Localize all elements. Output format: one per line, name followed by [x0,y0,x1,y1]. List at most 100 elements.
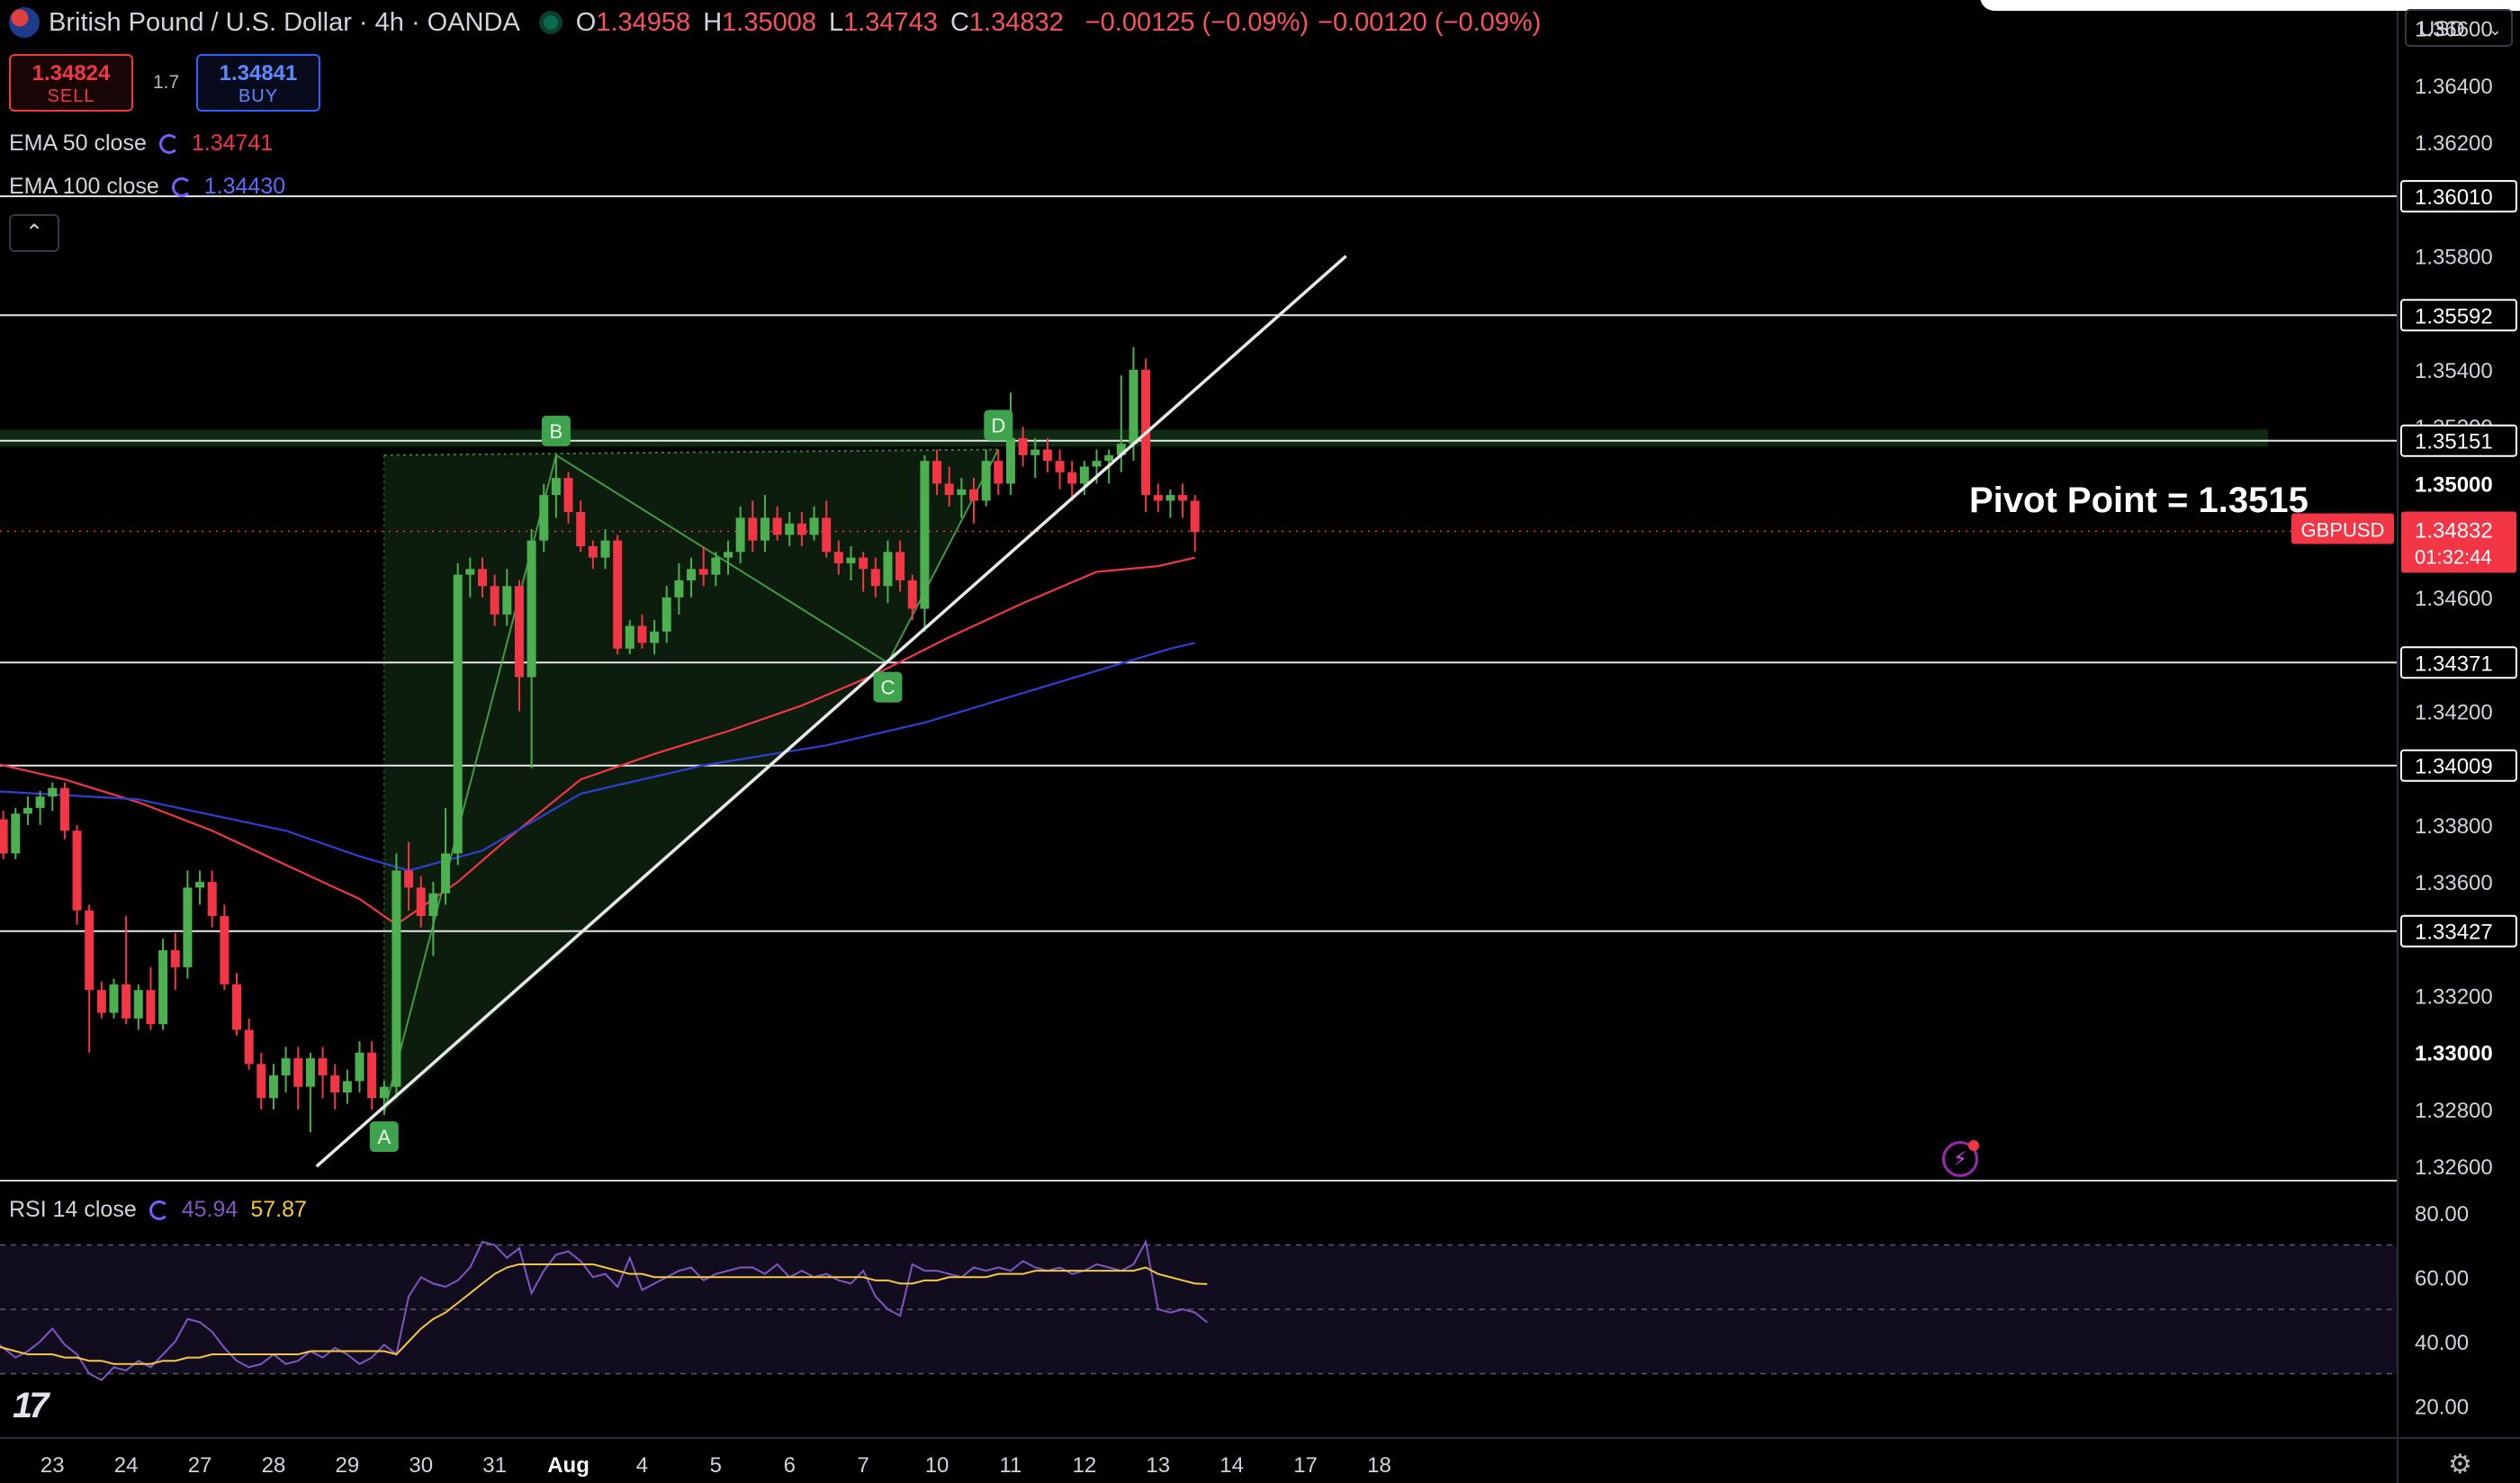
candle-body[interactable] [1030,449,1040,455]
pattern-legs[interactable] [382,449,1000,1113]
candle-body[interactable] [109,984,119,1013]
pattern-point-c-marker[interactable] [873,671,903,703]
level-price-tag[interactable] [2400,180,2517,213]
candle-body[interactable] [428,893,438,916]
candle-body[interactable] [883,552,893,587]
candle-body[interactable] [551,478,561,496]
candle-body[interactable] [22,807,32,814]
candle-body[interactable] [404,870,414,888]
candle-body[interactable] [96,990,106,1013]
alert-bolt-icon[interactable]: ⚡ [1942,1140,1979,1177]
series-line[interactable] [0,642,1195,872]
candle-body[interactable] [637,625,647,643]
candle-body[interactable] [896,552,905,580]
candle-body[interactable] [994,461,1004,484]
candle-body[interactable] [244,1029,254,1065]
candle-body[interactable] [85,910,94,991]
sell-button[interactable]: 1.34824 SELL [9,54,133,112]
candle-body[interactable] [969,489,978,501]
candle-body[interactable] [170,949,180,967]
level-price-tag[interactable] [2400,646,2517,679]
candle-body[interactable] [600,540,610,558]
collapse-legend-button[interactable]: ⌃ [9,214,59,252]
candle-body[interactable] [932,461,942,484]
candle-body[interactable] [1153,495,1163,501]
level-price-tag[interactable] [2400,749,2517,782]
series-line[interactable] [0,556,1195,926]
candle-body[interactable] [1005,437,1015,484]
level-price-tag[interactable] [2400,299,2517,332]
tradingview-logo[interactable]: 17 [13,1386,49,1425]
pattern-point-d-marker[interactable] [984,409,1013,441]
rsi-legend[interactable]: RSI 14 close 45.94 57.87 [9,1197,307,1223]
candle-body[interactable] [796,523,806,535]
currency-select[interactable]: USD ⌄ [2405,9,2513,47]
candle-body[interactable] [514,586,524,678]
candle-body[interactable] [502,586,512,615]
candle-body[interactable] [859,557,868,570]
candle-body[interactable] [576,512,586,546]
candle-body[interactable] [1079,466,1089,484]
candle-body[interactable] [0,819,8,854]
candle-body[interactable] [957,489,967,496]
candle-body[interactable] [183,887,193,967]
pattern-point-b-marker[interactable] [541,415,571,446]
candle-body[interactable] [392,870,401,1087]
rsi-ma-line[interactable] [0,1263,1208,1365]
candle-body[interactable] [453,574,463,854]
candle-body[interactable] [625,625,634,649]
candle-body[interactable] [133,990,143,1019]
candle-body[interactable] [833,552,843,563]
candle-body[interactable] [650,631,660,643]
ema100-legend[interactable]: EMA 100 close 1.34430 [9,174,285,200]
candle-body[interactable] [342,1081,352,1092]
candle-body[interactable] [760,517,770,541]
candle-body[interactable] [526,540,536,678]
candle-body[interactable] [613,540,623,649]
candle-body[interactable] [981,461,991,501]
candle-body[interactable] [158,949,168,1025]
candle-body[interactable] [379,1086,389,1099]
candle-body[interactable] [748,517,758,541]
candle-body[interactable] [268,1075,278,1099]
candle-body[interactable] [355,1052,364,1082]
candle-body[interactable] [920,461,930,609]
pattern-point-a-marker[interactable] [369,1121,399,1153]
symbol-title[interactable]: British Pound / U.S. Dollar · 4h · OANDA [49,7,520,37]
candle-body[interactable] [305,1058,315,1087]
candle-body[interactable] [1129,369,1138,445]
candle-body[interactable] [281,1058,291,1076]
candle-body[interactable] [735,517,745,553]
candle-body[interactable] [330,1075,340,1092]
candle-body[interactable] [674,580,684,598]
candle-body[interactable] [698,569,708,575]
candle-body[interactable] [318,1058,328,1076]
candle-body[interactable] [870,569,880,587]
candle-body[interactable] [1190,500,1200,533]
current-price-tag[interactable] [2401,511,2516,573]
candle-body[interactable] [1116,444,1126,455]
candle-body[interactable] [563,478,573,513]
candle-body[interactable] [1166,495,1175,501]
candle-body[interactable] [11,813,21,854]
candle-body[interactable] [367,1052,377,1099]
candle-body[interactable] [35,796,45,808]
candle-body[interactable] [539,495,549,541]
pivot-point-annotation[interactable]: Pivot Point = 1.3515 [1969,481,2308,520]
candle-body[interactable] [490,586,500,615]
candle-body[interactable] [195,882,205,888]
candle-body[interactable] [1178,495,1188,501]
candle-body[interactable] [1092,461,1102,467]
candle-body[interactable] [72,831,82,911]
trendline[interactable] [315,255,1347,1168]
candle-body[interactable] [478,569,487,587]
candle-body[interactable] [1104,454,1114,462]
candle-body[interactable] [724,552,733,558]
candle-body[interactable] [1042,449,1052,462]
ema50-legend[interactable]: EMA 50 close 1.34741 [9,130,273,157]
candle-body[interactable] [441,853,451,894]
candle-body[interactable] [662,597,671,632]
candle-body[interactable] [846,557,856,563]
level-price-tag[interactable] [2400,914,2517,948]
